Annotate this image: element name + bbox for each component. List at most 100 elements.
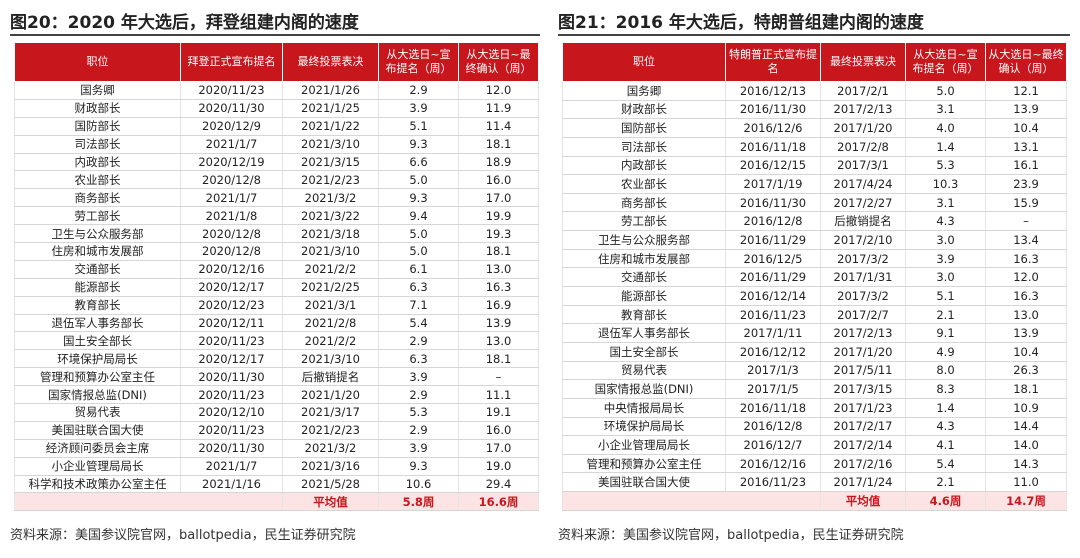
table-cell: 2021/1/7 [180, 188, 283, 208]
table-cell: 2021/2/2 [282, 260, 379, 279]
panel-title: 图20：2020 年大选后，拜登组建内阁的速度 [10, 8, 540, 36]
table-row: 教育部长 2016/11/23 2017/2/7 2.1 13.0 [562, 305, 1067, 325]
table-cell: 美国驻联合国大使 [14, 421, 181, 440]
table-cell: 3.1 [905, 100, 986, 120]
table-cell: 3.0 [905, 267, 986, 288]
table-cell: 26.3 [985, 361, 1067, 381]
table-cell: 2016/11/30 [725, 193, 821, 213]
table-cell: 国务卿 [14, 81, 181, 100]
table-cell: 6.1 [378, 260, 459, 279]
table-row: 住房和城市发展部 2020/12/8 2021/3/10 5.0 18.1 [14, 242, 539, 261]
table-cell: 2017/1/3 [725, 361, 821, 381]
table-cell: 5.1 [378, 117, 459, 136]
table-cell: 2017/2/1 [820, 81, 906, 101]
table-cell: 2020/12/16 [180, 260, 283, 279]
table-row: 国防部长 2016/12/6 2017/1/20 4.0 10.4 [562, 118, 1067, 138]
table-cell: 2021/3/15 [282, 153, 379, 172]
table-cell: 2016/11/18 [725, 137, 821, 157]
table-cell: 财政部长 [562, 100, 726, 120]
table-cell: 卫生与公众服务部 [14, 224, 181, 244]
table-row: 管理和预算办公室主任 2016/12/16 2017/2/16 5.4 14.3 [562, 454, 1067, 474]
table-cell: 2017/1/19 [725, 174, 821, 194]
table-cell: 贸易代表 [562, 361, 726, 381]
table-cell: 2016/12/14 [725, 286, 821, 306]
table-cell: 2020/12/8 [180, 224, 283, 244]
table-cell: 2020/11/30 [180, 439, 283, 458]
table-cell: 2020/11/30 [180, 367, 283, 387]
table-cell: 2020/12/8 [180, 242, 283, 261]
table-cell: 11.9 [458, 99, 539, 118]
table-cell: 12.1 [985, 81, 1067, 101]
table-cell: 5.4 [905, 454, 986, 474]
table-cell: 2017/3/2 [820, 249, 906, 269]
header-cell: 从大选日~最终确认（周） [985, 42, 1067, 82]
table-row: 司法部长 2016/11/18 2017/2/8 1.4 13.1 [562, 137, 1067, 157]
table-row: 小企业管理局局长 2016/12/7 2017/2/14 4.1 14.0 [562, 435, 1067, 455]
table-cell: 2.9 [378, 81, 459, 100]
table-cell: 13.0 [458, 331, 539, 351]
table-cell: 2017/2/8 [820, 137, 906, 157]
table-cell: 18.1 [458, 242, 539, 261]
header-cell: 最终投票表决 [820, 42, 906, 82]
table-cell: 2021/3/2 [282, 439, 379, 458]
table-cell: 2016/12/13 [725, 81, 821, 101]
table-cell: 5.3 [378, 403, 459, 422]
table-cell: 2021/3/17 [282, 403, 379, 422]
table-cell: 13.9 [985, 100, 1067, 120]
table-cell: 12.0 [458, 81, 539, 100]
table-cell: 2016/11/29 [725, 267, 821, 288]
table-row: 贸易代表 2017/1/3 2017/5/11 8.0 26.3 [562, 361, 1067, 381]
table-cell: 小企业管理局局长 [14, 457, 181, 476]
table-cell: 经济顾问委员会主席 [14, 439, 181, 458]
header-cell: 从大选日~宣布提名（周） [905, 42, 986, 82]
table-cell: 2020/11/23 [180, 81, 283, 100]
table-cell: 3.9 [378, 99, 459, 118]
table-row: 住房和城市发展部 2016/12/5 2017/3/2 3.9 16.3 [562, 249, 1067, 269]
table-cell: 2021/2/2 [282, 331, 379, 351]
table-cell: – [985, 211, 1067, 232]
table-cell: 2021/3/16 [282, 457, 379, 476]
table-cell: 2020/12/9 [180, 117, 283, 136]
table-row: 能源部长 2016/12/14 2017/3/2 5.1 16.3 [562, 286, 1067, 306]
panel-title: 图21：2016 年大选后，特朗普组建内阁的速度 [558, 8, 1070, 36]
table-cell: 11.4 [458, 117, 539, 136]
table-cell: 2017/1/11 [725, 323, 821, 343]
table-row: 财政部长 2020/11/30 2021/1/25 3.9 11.9 [14, 99, 539, 118]
table-cell: 2016/12/5 [725, 249, 821, 269]
table-cell: 2016/12/12 [725, 342, 821, 362]
table-cell: 2021/3/10 [282, 135, 379, 154]
table-cell: 2017/1/20 [820, 118, 906, 138]
table-cell: 2021/3/1 [282, 296, 379, 315]
table-cell: 2.9 [378, 331, 459, 351]
table-cell: 美国驻联合国大使 [562, 472, 726, 493]
table-cell: 2020/11/23 [180, 385, 283, 405]
table-cell: 3.1 [905, 193, 986, 213]
table-cell: 2021/1/7 [180, 457, 283, 476]
data-table: 职位 拜登正式宣布提名 最终投票表决 从大选日~宣布提名（周） 从大选日~最终确认（周）… [14, 42, 539, 512]
table-cell: 10.9 [985, 398, 1067, 418]
table-cell: 19.3 [458, 224, 539, 244]
header-cell: 职位 [562, 42, 726, 82]
table-cell: 10.4 [985, 342, 1067, 362]
table-cell: 劳工部长 [14, 206, 181, 226]
average-label: 平均值 [282, 492, 379, 512]
table-cell: 18.1 [985, 379, 1067, 399]
table-cell: 19.0 [458, 457, 539, 476]
table-cell: – [458, 367, 539, 387]
table-cell: 商务部长 [562, 193, 726, 213]
table-cell: 2020/12/8 [180, 170, 283, 190]
table-row: 司法部长 2021/1/7 2021/3/10 9.3 18.1 [14, 135, 539, 154]
table-row: 卫生与公众服务部 2016/11/29 2017/2/10 3.0 13.4 [562, 230, 1067, 250]
data-table: 职位 特朗普正式宣布提名 最终投票表决 从大选日~宣布提名（周） 从大选日~最终确认（周… [562, 42, 1067, 511]
table-cell: 2020/12/19 [180, 153, 283, 172]
table-row: 教育部长 2020/12/23 2021/3/1 7.1 16.9 [14, 296, 539, 315]
table-cell: 13.9 [458, 314, 539, 333]
table-cell: 16.9 [458, 296, 539, 315]
source-note: 资料来源：美国参议院官网，ballotpedia，民生证券研究院 [558, 528, 904, 543]
table-cell: 司法部长 [14, 135, 181, 154]
table-cell: 16.1 [985, 156, 1067, 176]
table-cell: 2017/1/31 [820, 267, 906, 288]
table-cell: 2017/4/24 [820, 174, 906, 194]
table-cell: 2016/12/7 [725, 435, 821, 455]
table-row: 劳工部长 2021/1/8 2021/3/22 9.4 19.9 [14, 206, 539, 226]
